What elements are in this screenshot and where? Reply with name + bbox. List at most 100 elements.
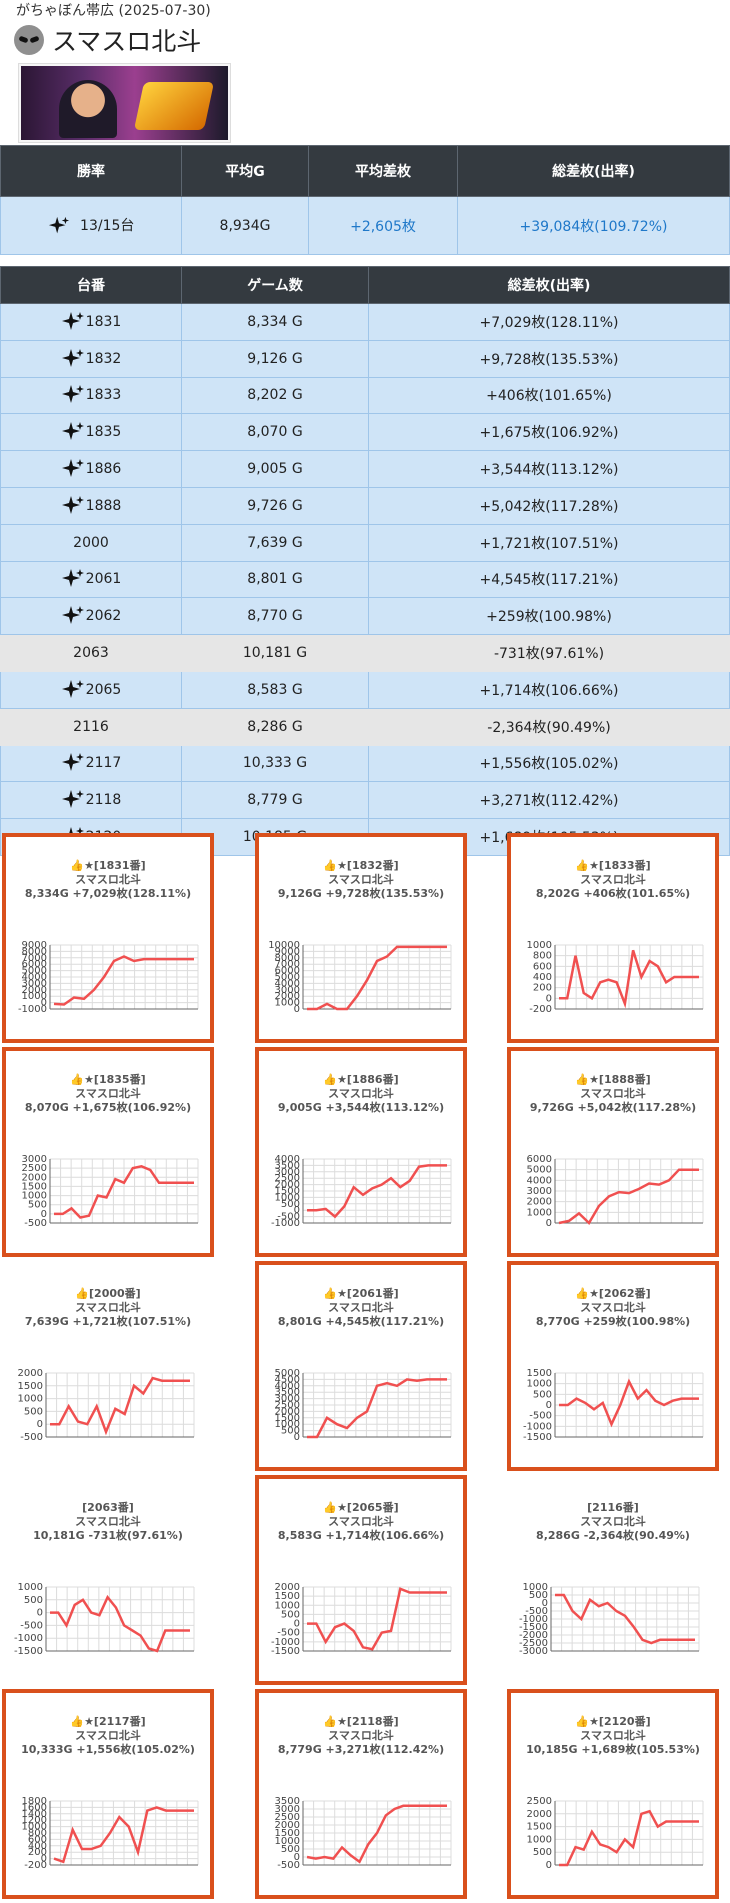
y-tick-label: 600: [28, 1834, 47, 1845]
machine-chart-card[interactable]: 👍★[1832番] スマスロ北斗 9,126G +9,728枚(135.53%) 10…: [255, 833, 467, 1043]
chart-title-line: スマスロ北斗: [328, 1729, 394, 1742]
table-row: 2116 8,286 G -2,364枚(90.49%): [0, 707, 730, 746]
chart-title-line: 👍★[2061番]: [323, 1287, 399, 1300]
y-tick-label: 2500: [275, 1812, 300, 1823]
y-tick-label: 1000: [275, 1419, 300, 1430]
machine-chart-card[interactable]: 👍★[1835番] スマスロ北斗 8,070G +1,675枚(106.92%) 30…: [2, 1047, 214, 1257]
summary-header-avgdiff: 平均差枚: [308, 145, 458, 197]
table-row: 1831 8,334 G +7,029枚(128.11%): [0, 303, 730, 341]
y-tick-label: 1000: [275, 1836, 300, 1847]
y-tick-label: 2000: [18, 1368, 43, 1379]
y-tick-label: 4000: [22, 972, 47, 983]
chart-title: 👍★[2061番] スマスロ北斗 8,801G +4,545枚(117.21%): [259, 1287, 463, 1329]
chart-title-line: スマスロ北斗: [580, 873, 646, 886]
machine-chart-card[interactable]: 👍★[2118番] スマスロ北斗 8,779G +3,271枚(112.42%) 35…: [255, 1689, 467, 1899]
table-header-games: ゲーム数: [181, 266, 369, 304]
series-line: [53, 1806, 194, 1864]
chart-title-line: スマスロ北斗: [580, 1087, 646, 1100]
chart-title-line: 👍★[1888番]: [575, 1073, 651, 1086]
machine-chart-card[interactable]: [2063番] スマスロ北斗 10,181G -731枚(97.61%) 1000 50…: [2, 1475, 214, 1685]
y-tick-label: 500: [24, 1406, 43, 1417]
table-row: 2000 7,639 G +1,721枚(107.51%): [0, 523, 730, 562]
y-tick-label: 800: [533, 951, 552, 962]
row-games: 8,770 G: [181, 597, 369, 636]
chart-title-line: スマスロ北斗: [580, 1729, 646, 1742]
page-title: スマスロ北斗: [14, 22, 201, 58]
y-tick-label: 5000: [527, 1165, 552, 1176]
machine-chart-card[interactable]: 👍★[1888番] スマスロ北斗 9,726G +5,042枚(117.28%) 60…: [507, 1047, 719, 1257]
chart-title: 👍★[1835番] スマスロ北斗 8,070G +1,675枚(106.92%): [6, 1073, 210, 1115]
table-header-diff: 総差枚(出率): [368, 266, 730, 304]
row-diff: +1,556枚(105.02%): [368, 744, 730, 783]
chart-title-line: 👍[2000番]: [75, 1287, 141, 1300]
y-tick-label: 2000: [275, 1820, 300, 1831]
y-tick-label: 0: [37, 1419, 43, 1430]
sparkle-icon: [48, 216, 69, 233]
y-tick-label: 500: [281, 1609, 300, 1620]
logo-graphic: [133, 82, 215, 130]
series-line: [50, 1594, 190, 1653]
chart-title: [2063番] スマスロ北斗 10,181G -731枚(97.61%): [2, 1501, 214, 1543]
y-tick-label: 1500: [275, 1186, 300, 1197]
y-tick-label: 1000: [18, 1394, 43, 1405]
y-tick-label: 200: [533, 983, 552, 994]
table-row: 1835 8,070 G +1,675枚(106.92%): [0, 413, 730, 452]
summary-header-avgg: 平均G: [181, 145, 309, 197]
machine-chart-card[interactable]: 👍★[2065番] スマスロ北斗 8,583G +1,714枚(106.66%) 20…: [255, 1475, 467, 1685]
y-tick-label: 4000: [275, 1154, 300, 1165]
y-tick-label: -1000: [18, 1004, 47, 1015]
y-tick-label: 2000: [275, 1180, 300, 1191]
chart-title-line: 👍★[2120番]: [575, 1715, 651, 1728]
y-tick-label: -500: [525, 1606, 548, 1617]
line-chart: 9000800070006000500040003000200010000-10…: [18, 940, 199, 1015]
table-row: 1832 9,126 G +9,728枚(135.53%): [0, 339, 730, 378]
y-tick-label: 0: [37, 1608, 43, 1619]
machine-chart-card[interactable]: 👍★[1833番] スマスロ北斗 8,202G +406枚(101.65%) 1000…: [507, 833, 719, 1043]
chart-title: 👍★[2117番] スマスロ北斗 10,333G +1,556枚(105.02%): [6, 1715, 210, 1757]
chart-title-line: 👍★[1835番]: [70, 1073, 146, 1086]
y-tick-label: 600: [533, 961, 552, 972]
y-tick-label: 1500: [527, 1368, 552, 1379]
table-row: 1888 9,726 G +5,042枚(117.28%): [0, 486, 730, 525]
y-tick-label: 1000: [523, 1582, 548, 1593]
table-row: 2118 8,779 G +3,271枚(112.42%): [0, 781, 730, 820]
machine-chart-card[interactable]: 👍★[2061番] スマスロ北斗 8,801G +4,545枚(117.21%) 50…: [255, 1261, 467, 1471]
chart-title-line: スマスロ北斗: [328, 1515, 394, 1528]
row-games: 8,070 G: [181, 413, 369, 452]
y-tick-label: 4500: [275, 1374, 300, 1385]
y-tick-label: 1500: [275, 1413, 300, 1424]
chart-title-line: 👍★[1886番]: [323, 1073, 399, 1086]
y-tick-label: 2000: [275, 991, 300, 1002]
y-tick-label: 6000: [275, 966, 300, 977]
y-tick-label: 9000: [275, 946, 300, 957]
y-tick-label: -500: [277, 1212, 300, 1223]
row-id: 1886: [85, 461, 122, 478]
summary-winrate: 13/15台: [80, 217, 135, 234]
y-tick-label: 1000: [527, 1379, 552, 1390]
y-tick-label: -1500: [14, 1646, 43, 1657]
y-tick-label: 0: [294, 1205, 300, 1216]
machine-chart-card[interactable]: 👍★[2062番] スマスロ北斗 8,770G +259枚(100.98%) 1500…: [507, 1261, 719, 1471]
machine-chart-card[interactable]: [2116番] スマスロ北斗 8,286G -2,364枚(90.49%) 1000 5…: [507, 1475, 719, 1685]
row-diff: +4,545枚(117.21%): [368, 560, 730, 599]
y-tick-label: 0: [41, 998, 47, 1009]
y-tick-label: 4000: [275, 1381, 300, 1392]
y-tick-label: 3000: [527, 1186, 552, 1197]
machine-chart-card[interactable]: 👍★[1831番] スマスロ北斗 8,334G +7,029枚(128.11%) 90…: [2, 833, 214, 1043]
machine-chart-card[interactable]: 👍[2000番] スマスロ北斗 7,639G +1,721枚(107.51%) 200…: [2, 1261, 214, 1471]
series-line: [50, 1376, 190, 1436]
machine-chart-card[interactable]: 👍★[2117番] スマスロ北斗 10,333G +1,556枚(105.02%) 1…: [2, 1689, 214, 1899]
chart-title-line: [2063番]: [82, 1501, 134, 1514]
chart-title-line: [2116番]: [587, 1501, 639, 1514]
y-tick-label: 1000: [275, 1192, 300, 1203]
y-tick-label: 2000: [275, 1406, 300, 1417]
sparkle-icon: [61, 422, 84, 441]
table-header-id: 台番: [0, 266, 182, 304]
y-tick-label: 0: [294, 1619, 300, 1630]
machine-chart-card[interactable]: 👍★[2120番] スマスロ北斗 10,185G +1,689枚(105.53%) 2…: [507, 1689, 719, 1899]
y-tick-label: 3500: [275, 1796, 300, 1807]
machine-chart-card[interactable]: 👍★[1886番] スマスロ北斗 9,005G +3,544枚(113.12%) 40…: [255, 1047, 467, 1257]
y-tick-label: 400: [28, 1841, 47, 1852]
chart-title-line: 8,334G +7,029枚(128.11%): [24, 887, 192, 900]
series-line: [559, 1378, 699, 1428]
